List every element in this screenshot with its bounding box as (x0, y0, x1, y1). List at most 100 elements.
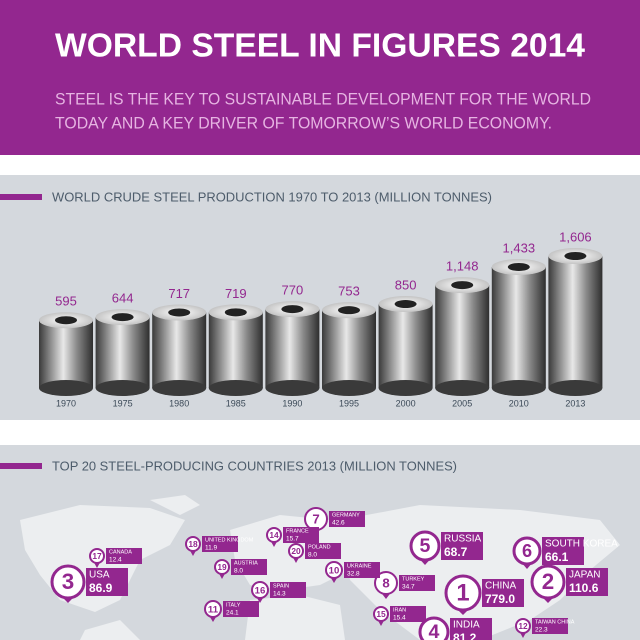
marker-circle (288, 543, 304, 559)
value-label: 42.6 (332, 520, 345, 527)
country-name: GERMANY (332, 512, 360, 518)
country-name: UKRAINE (347, 563, 372, 569)
bar (39, 320, 93, 388)
bar (548, 256, 603, 388)
marker-circle (409, 530, 441, 562)
value-label: 753 (338, 284, 360, 299)
bar (435, 285, 490, 388)
coil-bottom (491, 380, 546, 396)
rank: 5 (420, 535, 431, 557)
country-marker: 11 ITALY 24.1 (204, 600, 259, 622)
section-marker (0, 194, 42, 200)
x-tick-label: 1995 (339, 398, 359, 408)
section-title: TOP 20 STEEL-PRODUCING COUNTRIES 2013 (M… (52, 458, 457, 473)
value-box (450, 618, 492, 640)
country-name: SOUTH KOREA (545, 539, 618, 550)
x-tick-label: 2000 (396, 398, 416, 408)
value-box (223, 601, 259, 617)
title: WORLD STEEL IN FIGURES 2014 (55, 27, 586, 64)
country-name: RUSSIA (444, 534, 482, 545)
value-label: 34.7 (402, 584, 415, 591)
value-label: 719 (225, 286, 247, 301)
value-box (270, 582, 306, 598)
coil-hole (394, 300, 417, 309)
country-name: CANADA (109, 549, 132, 555)
coil-bottom (265, 380, 320, 396)
country-marker: 14 FRANCE 15.7 (266, 527, 319, 547)
value-label: 8.0 (308, 552, 317, 559)
coil-bottom (435, 380, 490, 396)
x-tick-label: 1990 (282, 398, 302, 408)
value-label: 22.3 (535, 627, 548, 634)
coil-hole (111, 313, 134, 322)
value-label: 24.1 (226, 610, 239, 617)
value-box (344, 562, 380, 578)
coil-hole (451, 281, 474, 290)
value-label: 11.9 (205, 545, 218, 552)
value-box (202, 536, 238, 552)
marker-circle (374, 571, 398, 595)
country-name: SPAIN (273, 583, 289, 589)
value-label: 8.0 (234, 568, 243, 575)
country-marker: 18 UNITED KINGDOM 11.9 (185, 536, 254, 556)
value-box (441, 532, 483, 560)
x-tick-label: 1980 (169, 398, 189, 408)
country-marker: 19 AUSTRIA 8.0 (214, 559, 267, 579)
rank: 4 (429, 621, 440, 640)
marker-circle (418, 616, 450, 640)
country-marker: 20 POLAND 8.0 (288, 543, 341, 563)
coil (378, 296, 433, 396)
country-marker: 12 TAIWAN CHINA 22.3 (515, 618, 575, 638)
rank: 20 (291, 546, 301, 556)
coil-bottom (152, 380, 207, 396)
marker-circle (50, 564, 86, 600)
bar (322, 310, 376, 388)
value-label: 15.7 (286, 536, 299, 543)
coil-hole (168, 308, 191, 317)
rank: 17 (92, 551, 102, 561)
value-box (399, 575, 435, 591)
value-box (542, 537, 584, 565)
country-name: INDIA (453, 620, 480, 631)
marker-circle (515, 618, 531, 634)
marker-circle (444, 574, 482, 612)
rank: 1 (456, 579, 469, 606)
value-label: 1,148 (446, 259, 479, 274)
rank: 7 (312, 511, 319, 526)
value-box (329, 511, 365, 527)
rank: 18 (188, 539, 198, 549)
coil-hole (281, 305, 304, 314)
coil-bottom (322, 380, 376, 396)
x-tick-label: 2013 (565, 398, 585, 408)
coil-bottom (548, 380, 603, 396)
value-label: 86.9 (89, 581, 113, 595)
spacer (0, 420, 640, 445)
coil (548, 248, 603, 396)
marker-circle (512, 536, 542, 566)
country-marker: 8 TURKEY 34.7 (374, 571, 435, 599)
value-label: 770 (282, 283, 304, 298)
coil-hole (224, 308, 247, 317)
value-label: 779.0 (485, 592, 515, 606)
value-box (532, 618, 568, 634)
marker-circle (185, 536, 201, 552)
coil-hole (564, 252, 587, 260)
bar (378, 304, 433, 388)
greenland (150, 495, 200, 515)
value-label: 68.7 (444, 545, 468, 559)
country-name: AUSTRIA (234, 560, 258, 566)
country-marker: 7 GERMANY 42.6 (304, 507, 365, 535)
subtitle-line: TODAY AND A KEY DRIVER OF TOMORROW’S WOR… (55, 113, 552, 132)
country-marker: 16 SPAIN 14.3 (251, 581, 306, 603)
rank: 15 (376, 609, 386, 619)
x-tick-label: 1975 (113, 398, 133, 408)
section-marker (0, 463, 42, 469)
value-label: 81.2 (453, 631, 477, 640)
rank: 10 (329, 566, 340, 577)
coil-bottom (95, 380, 150, 396)
